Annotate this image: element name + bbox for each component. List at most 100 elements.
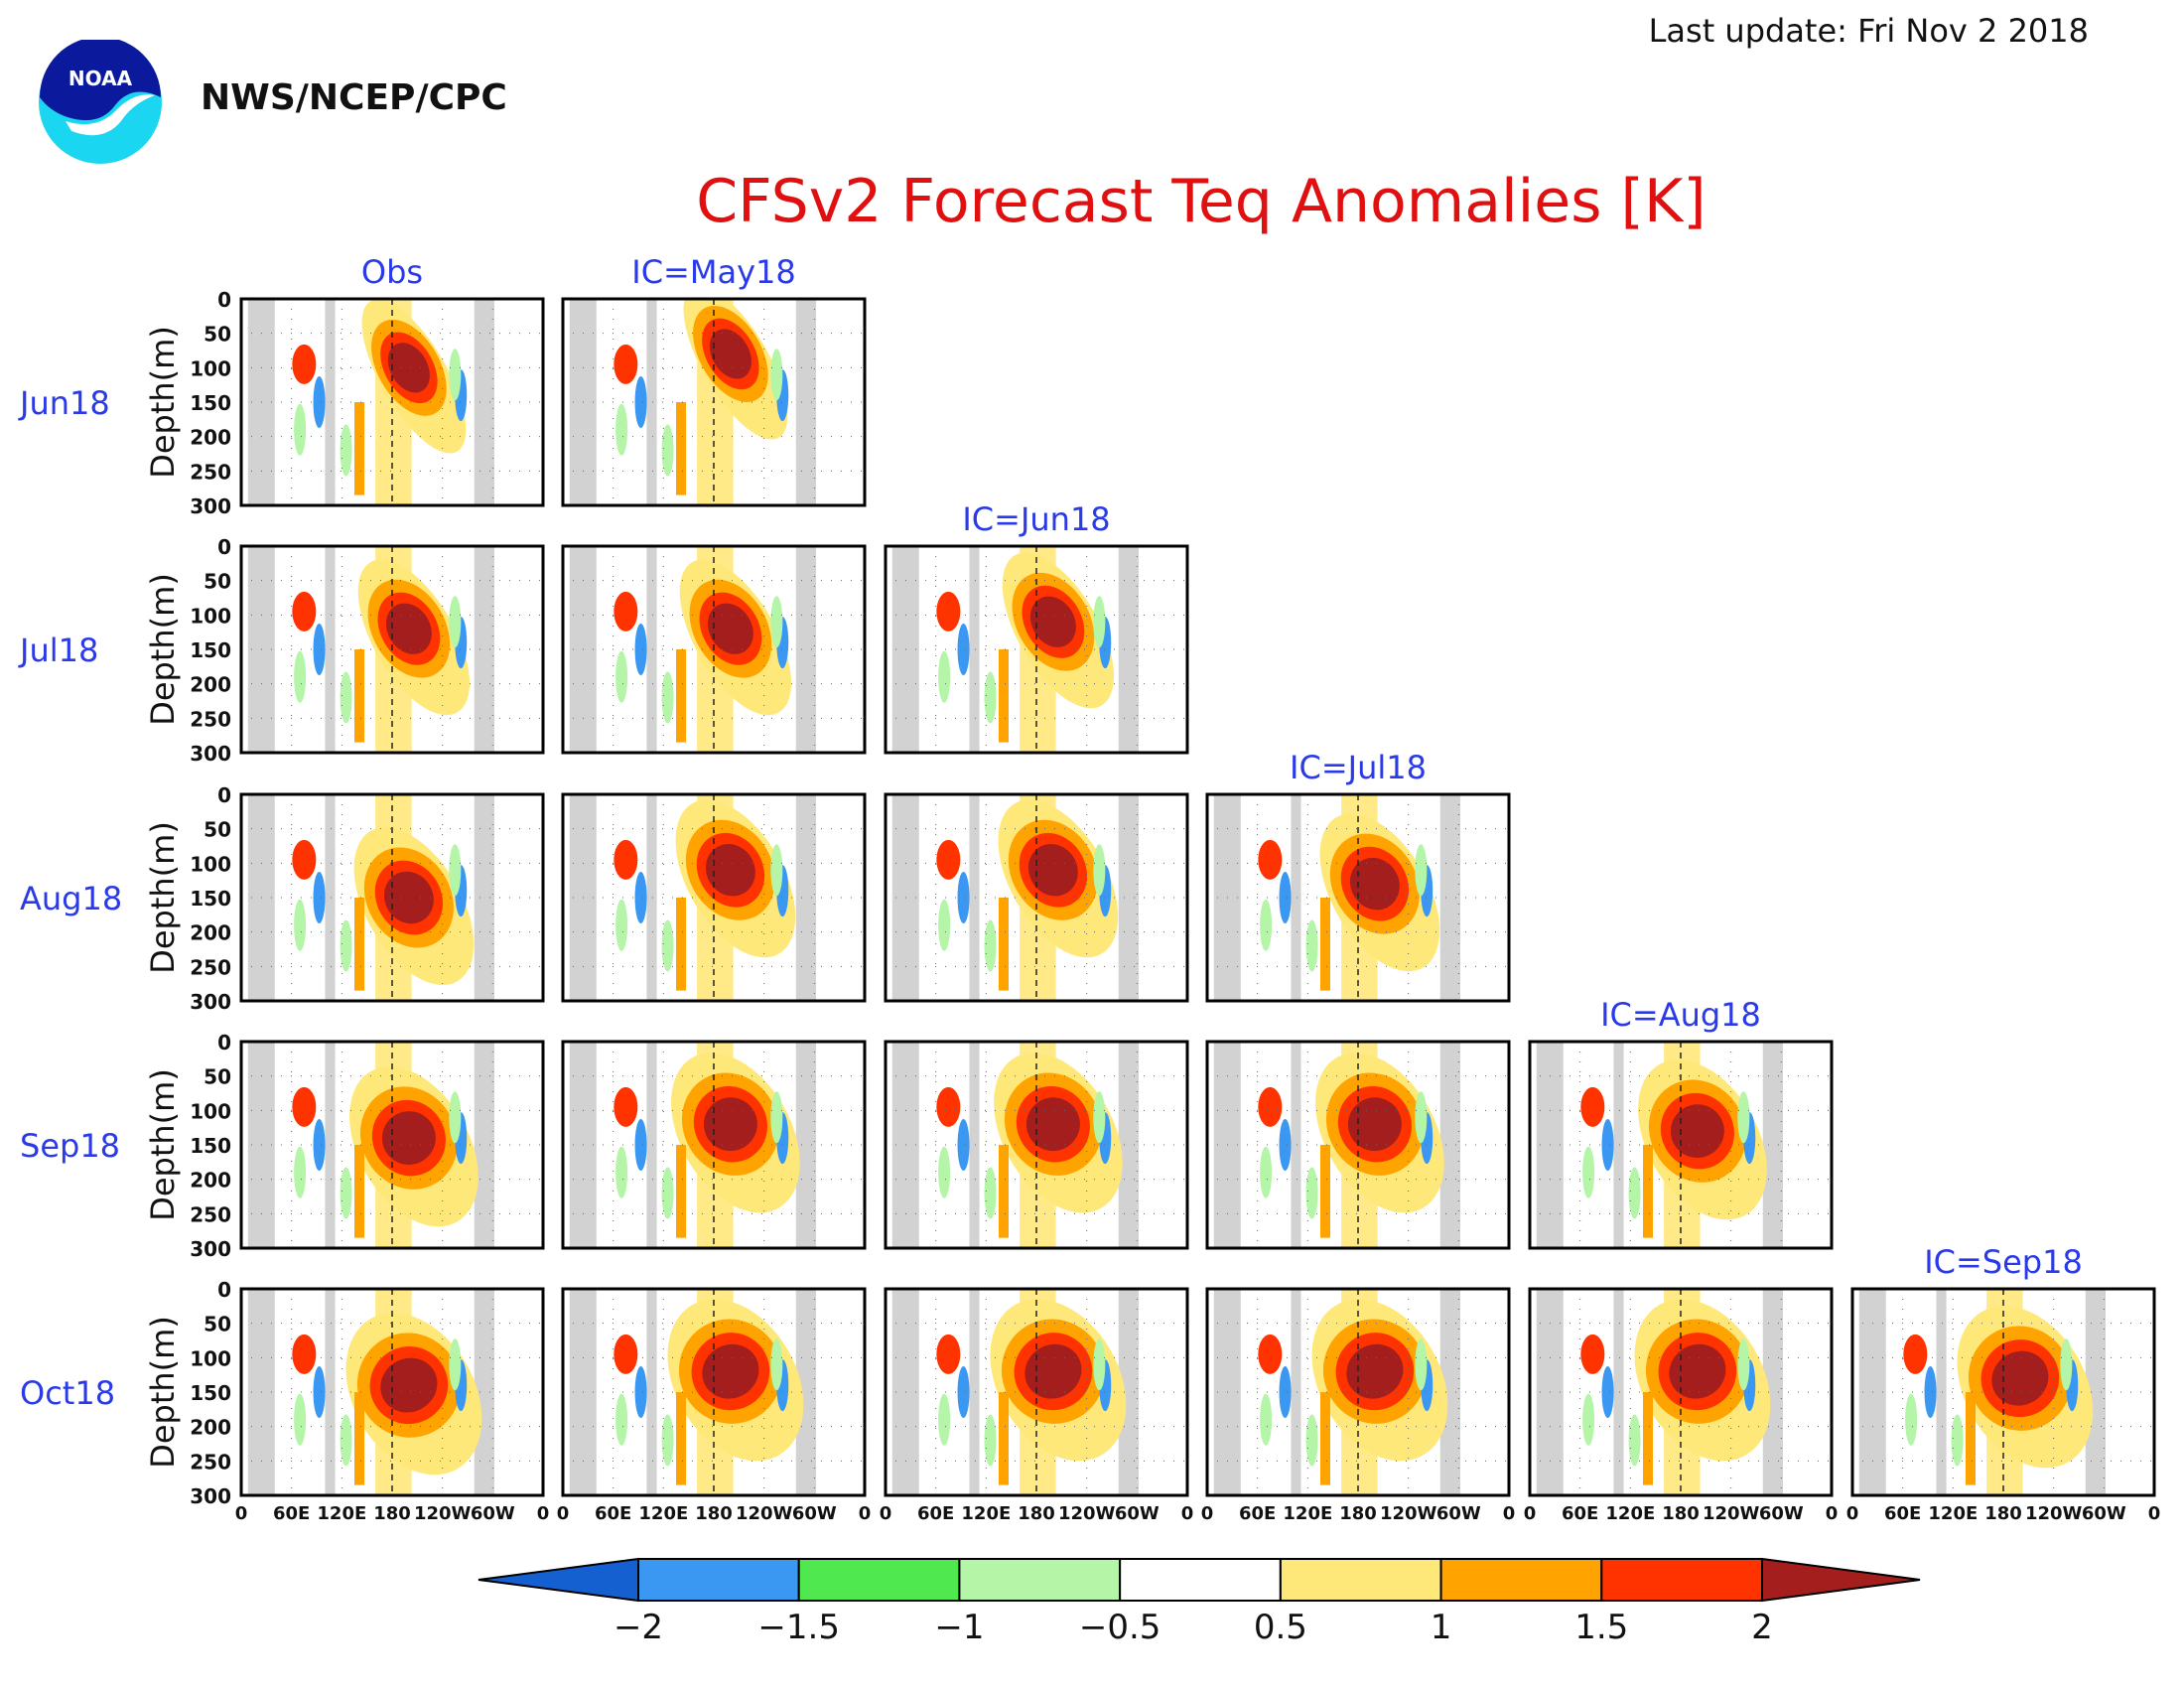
panel-frame (239, 792, 545, 1003)
panel-frame (1528, 1287, 1834, 1497)
warm-anomaly-contour (707, 603, 753, 654)
heatmap-panel-oct18-ic-aug18 (1528, 1287, 1834, 1497)
panel-frame (561, 1287, 867, 1497)
indian-warm-anomaly (1258, 839, 1283, 880)
heatmap-panel-jun18-ic-may18 (561, 297, 867, 507)
x-tick-label: 120W (414, 1503, 472, 1524)
land-mask (1936, 1289, 1947, 1495)
x-tick-label: 120W (736, 1503, 793, 1524)
heatmap-panel-aug18-obs (239, 792, 545, 1003)
x-tick-label: 60E (1884, 1503, 1921, 1524)
heatmap-panel-jul18-obs (239, 544, 545, 755)
column-label: IC=Sep18 (1924, 1243, 2083, 1281)
cold-anomaly-contour (770, 1091, 783, 1144)
heatmap-panel-oct18-ic-may18 (561, 1287, 867, 1497)
panel-field (1852, 1289, 2154, 1495)
indian-warm-anomaly (1580, 1086, 1605, 1127)
cold-anomaly-contour (313, 1366, 326, 1418)
x-tick-label: 120W (1058, 1503, 1116, 1524)
land-mask (474, 299, 495, 505)
cold-anomaly-contour (1093, 1091, 1106, 1144)
land-mask (1613, 1289, 1624, 1495)
heatmap-panel-oct18-obs (239, 1287, 545, 1497)
y-tick-label: 300 (190, 1484, 231, 1508)
panel-field (1530, 1289, 1832, 1495)
cold-anomaly-contour (449, 844, 462, 897)
colorbar-segment (1600, 1558, 1764, 1602)
cold-anomaly-contour (634, 624, 647, 675)
x-tick-label: 0 (537, 1503, 550, 1524)
panel-frame (1528, 1040, 1834, 1250)
noaa-logo-graphic: NOAA (39, 37, 162, 164)
x-tick-label: 60W (471, 1503, 515, 1524)
land-mask (1118, 1042, 1140, 1248)
panel-field (886, 1042, 1187, 1248)
cold-anomaly-contour (1279, 872, 1292, 923)
land-mask (325, 299, 336, 505)
land-mask (1439, 1042, 1461, 1248)
panel-field (563, 1042, 865, 1248)
heatmap-panel-sep18-ic-may18 (561, 1040, 867, 1250)
row-label: Aug18 (20, 880, 122, 917)
cold-anomaly-contour (1093, 844, 1106, 897)
y-tick-label: 0 (217, 288, 231, 312)
warm-anomaly-contour (383, 871, 434, 924)
column-label: IC=Jul18 (1290, 749, 1427, 786)
cold-anomaly-contour (938, 1393, 951, 1446)
cold-anomaly-contour (340, 919, 352, 972)
x-tick-label: 60E (1239, 1503, 1276, 1524)
land-mask (969, 1042, 980, 1248)
y-axis-label: Depth(m) (144, 821, 182, 974)
cold-anomaly-contour (634, 1366, 647, 1418)
cold-anomaly-contour (938, 899, 951, 951)
x-tick-label: 120E (961, 1503, 1011, 1524)
panel-field (1207, 1042, 1509, 1248)
cold-anomaly-contour (449, 596, 462, 648)
heatmap-panel-sep18-ic-jun18 (884, 1040, 1189, 1250)
panel-frame (561, 1040, 867, 1250)
warm-anomaly-contour (1027, 844, 1078, 897)
cold-anomaly-contour (770, 844, 783, 897)
cold-anomaly-contour (1582, 1146, 1595, 1198)
colorbar-segment (958, 1558, 1122, 1602)
y-tick-label: 200 (190, 921, 231, 945)
panel-frame (1205, 1040, 1511, 1250)
heatmap-panel-oct18-ic-sep18 (1850, 1287, 2156, 1497)
heatmap-panel-sep18-ic-jul18 (1205, 1040, 1511, 1250)
cold-anomaly-contour (1260, 1146, 1273, 1198)
chart-title: CFSv2 Forecast Teq Anomalies [K] (696, 167, 1706, 236)
warm-filament (354, 649, 364, 743)
cold-anomaly-contour (1305, 919, 1318, 972)
panel-frame (884, 792, 1189, 1003)
y-tick-label: 100 (190, 1346, 231, 1370)
warm-filament (999, 649, 1009, 743)
warm-anomaly-contour (385, 603, 432, 654)
panel-frame (884, 1040, 1189, 1250)
cold-anomaly-contour (294, 403, 307, 456)
indian-warm-anomaly (614, 839, 638, 880)
y-tick-label: 150 (190, 887, 231, 911)
cold-anomaly-contour (634, 1119, 647, 1171)
y-axis-label: Depth(m) (144, 573, 182, 726)
warm-anomaly-contour (705, 844, 755, 897)
x-tick-label: 60W (792, 1503, 837, 1524)
warm-anomaly-contour (1991, 1350, 2049, 1406)
y-tick-label: 50 (204, 323, 231, 347)
colorbar-tick-label: 0.5 (1254, 1608, 1307, 1647)
y-tick-label: 50 (204, 570, 231, 594)
heatmap-panel-jul18-ic-may18 (561, 544, 867, 755)
land-mask (969, 794, 980, 1001)
noaa-logo: NOAA (38, 37, 163, 165)
cold-anomaly-contour (1260, 899, 1273, 951)
warm-anomaly-contour (1349, 857, 1400, 911)
warm-filament (354, 402, 364, 495)
cold-anomaly-contour (340, 671, 352, 724)
cold-anomaly-contour (938, 1146, 951, 1198)
x-tick-label: 0 (1201, 1503, 1214, 1524)
y-tick-label: 300 (190, 1237, 231, 1261)
warm-filament (1320, 1145, 1330, 1238)
warm-filament (999, 1145, 1009, 1238)
x-tick-label: 0 (859, 1503, 872, 1524)
colorbar-tick-label: −0.5 (1079, 1608, 1161, 1647)
x-tick-label: 120E (1928, 1503, 1978, 1524)
